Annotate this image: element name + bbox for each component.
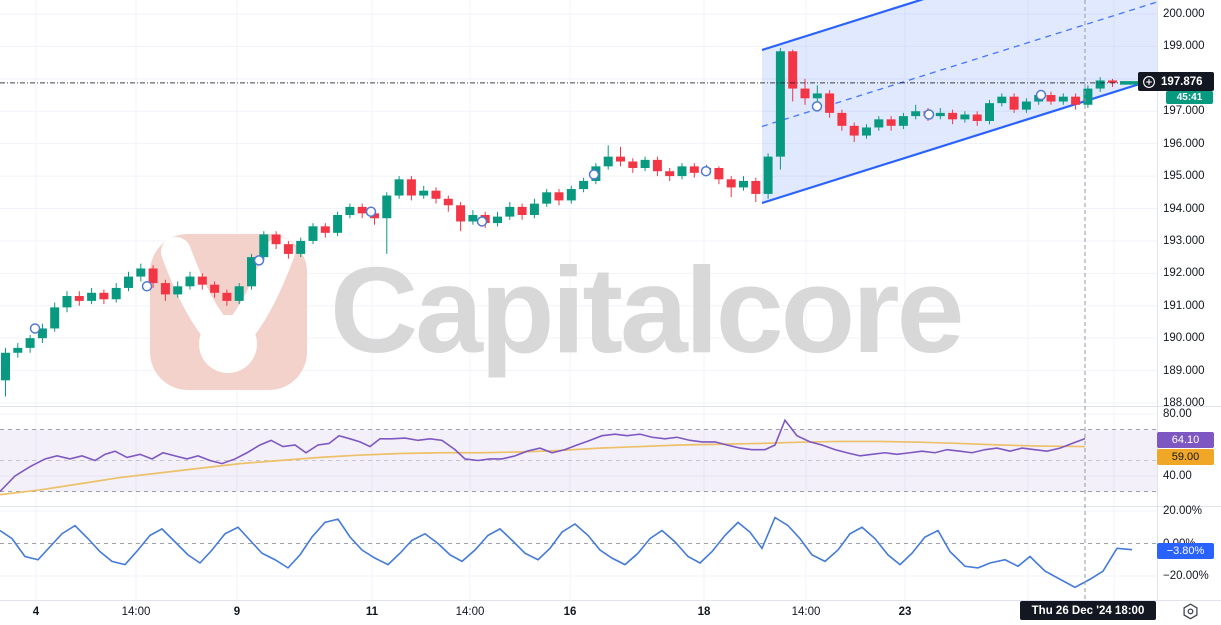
rsi-ma-value-badge: 59.00 xyxy=(1157,449,1214,465)
rsi-axis-label: 40.00 xyxy=(1163,470,1192,482)
price-axis-label: 194.000 xyxy=(1163,202,1205,215)
price-axis-label: 195.000 xyxy=(1163,170,1205,183)
oscillator-line xyxy=(0,516,1133,589)
price-axis-label: 190.000 xyxy=(1163,332,1205,345)
time-axis-label: 14:00 xyxy=(455,606,485,618)
time-axis-label: 14:00 xyxy=(121,606,151,618)
price-axis-label: 189.000 xyxy=(1163,364,1205,377)
oscillator-value-badge: −3.80% xyxy=(1157,543,1214,559)
time-axis-label: 9 xyxy=(233,606,241,618)
oscillator-axis-label: −20.00% xyxy=(1163,570,1209,582)
rsi-axis-label: 80.00 xyxy=(1163,408,1192,420)
price-axis-label: 191.000 xyxy=(1163,299,1205,312)
price-axis-label: 200.000 xyxy=(1163,8,1205,20)
price-axis-label: 193.000 xyxy=(1163,234,1205,247)
time-axis-label: 18 xyxy=(697,606,711,618)
channel-drawing xyxy=(761,0,1157,205)
current-price-badge: 197.876 xyxy=(1138,72,1214,91)
time-axis-label: 11 xyxy=(365,606,379,618)
crosshair-date-badge: Thu 26 Dec '24 18:00 xyxy=(1020,601,1156,620)
oscillator-axis-label: 20.00% xyxy=(1163,505,1203,517)
candlestick-series xyxy=(1,48,1117,397)
time-axis-label: 4 xyxy=(32,606,40,618)
gear-icon[interactable] xyxy=(1182,603,1199,620)
time-axis-label: 16 xyxy=(563,606,577,618)
session-markers xyxy=(29,89,1047,334)
bar-countdown-badge: 45:41 xyxy=(1166,91,1213,104)
rsi-ma-line xyxy=(0,440,1086,496)
price-axis-label: 192.000 xyxy=(1163,267,1205,280)
current-price-value: 197.876 xyxy=(1161,75,1203,88)
rsi-zone xyxy=(0,429,1157,492)
watermark-text: Capitalcore xyxy=(330,242,961,378)
time-axis-label: 23 xyxy=(898,606,912,618)
rsi-line xyxy=(0,418,1086,493)
rsi-value-badge: 64.10 xyxy=(1157,432,1214,448)
price-axis-label: 199.000 xyxy=(1163,40,1205,53)
price-axis-label: 196.000 xyxy=(1163,137,1205,150)
price-axis-label: 197.000 xyxy=(1163,105,1205,118)
watermark-logo xyxy=(150,234,307,390)
pane-separators xyxy=(0,0,1221,601)
plus-circle-icon[interactable] xyxy=(1142,75,1156,89)
price-axis-label: 188.000 xyxy=(1163,397,1205,409)
time-axis-label: 14:00 xyxy=(791,606,821,618)
